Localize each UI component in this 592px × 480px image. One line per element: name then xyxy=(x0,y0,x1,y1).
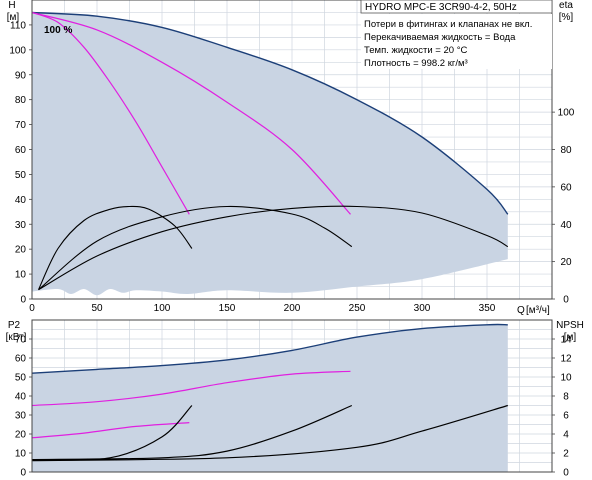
x-tick-label: 200 xyxy=(284,303,301,314)
y-tick-label: 70 xyxy=(15,335,27,346)
y-tick-label: 50 xyxy=(15,170,27,181)
y2-tick-label: 2 xyxy=(563,449,569,460)
y-axis-label-p2: P2 xyxy=(8,320,21,331)
y-tick-label: 60 xyxy=(15,145,27,156)
y2-axis-unit-eta: [%] xyxy=(559,12,574,23)
y2-tick-label: 8 xyxy=(563,392,569,403)
x-tick-label: 150 xyxy=(219,303,236,314)
notes-box xyxy=(361,14,552,69)
operating-range-area xyxy=(32,324,508,472)
y-tick-label: 110 xyxy=(10,20,26,31)
y-axis-unit-p2: [кВт] xyxy=(6,332,27,343)
y-tick-label: 20 xyxy=(15,245,27,256)
curve-label-100: 100 % xyxy=(44,25,72,36)
x-tick-label: 0 xyxy=(29,303,35,314)
x-tick-label: 100 xyxy=(154,303,171,314)
y-tick-label: 40 xyxy=(15,195,27,206)
y-tick-label: 90 xyxy=(15,70,27,81)
series xyxy=(31,11,509,462)
y-tick-label: 50 xyxy=(15,373,27,384)
y-tick-label: 30 xyxy=(15,411,27,422)
efficiency-curve xyxy=(38,205,193,290)
operating-range-fill xyxy=(32,12,508,472)
x-tick-label: 250 xyxy=(349,303,366,314)
head-curve xyxy=(31,11,190,215)
y2-tick-label: 40 xyxy=(560,220,572,231)
y-tick-label: 0 xyxy=(20,295,26,306)
y-axis-unit-h: [м] xyxy=(7,12,20,23)
y-tick-label: 20 xyxy=(15,430,27,441)
y2-tick-label: 4 xyxy=(563,430,569,441)
x-tick-label: 300 xyxy=(414,303,431,314)
npsh-curve xyxy=(31,404,353,461)
x-tick-label: 50 xyxy=(91,303,103,314)
y2-tick-label: 10 xyxy=(560,373,572,384)
y2-tick-label: 60 xyxy=(560,182,572,193)
note-temperature: Темп. жидкости = 20 °C xyxy=(364,45,467,56)
note-density: Плотность = 998.2 кг/м³ xyxy=(364,58,468,69)
x-axis-unit-q: [м³/ч] xyxy=(526,305,550,316)
y2-axis-unit-npsh: [м] xyxy=(564,332,577,343)
power-curve xyxy=(31,422,190,439)
y2-tick-label: 20 xyxy=(560,257,572,268)
y-tick-label: 10 xyxy=(15,449,27,460)
note-liquid: Перекачиваемая жидкость = Вода xyxy=(364,32,516,43)
range-upper-curve xyxy=(31,323,508,374)
head-curve xyxy=(31,11,351,215)
y2-tick-label: 100 xyxy=(558,108,575,119)
range-upper-curve xyxy=(31,11,509,215)
power-curve xyxy=(31,370,351,407)
y2-tick-label: 12 xyxy=(560,354,572,365)
y2-tick-label: 0 xyxy=(563,295,569,306)
y2-axis-label-eta: eta xyxy=(559,0,573,11)
title-box xyxy=(360,0,553,14)
x-tick-label: 350 xyxy=(479,303,496,314)
y-tick-label: 100 xyxy=(9,45,26,56)
y2-tick-label: 0 xyxy=(563,468,569,479)
note-fittings: Потери в фитингах и клапанах не вкл. xyxy=(364,19,532,30)
chart-title: HYDRO MPC-E 3CR90-4-2, 50Hz xyxy=(365,2,517,13)
y2-tick-label: 80 xyxy=(560,145,572,156)
y-tick-label: 70 xyxy=(15,120,27,131)
operating-range-area xyxy=(32,12,508,296)
y2-tick-label: 6 xyxy=(563,411,569,422)
x-axis-label-q: Q xyxy=(517,305,525,316)
efficiency-curve xyxy=(38,205,353,291)
y2-axis-label-npsh: NPSH xyxy=(556,320,584,331)
npsh-curve xyxy=(31,404,508,462)
y-tick-label: 30 xyxy=(15,220,27,231)
y-tick-label: 60 xyxy=(15,354,27,365)
y2-tick-label: 14 xyxy=(560,335,572,346)
y-tick-label: 80 xyxy=(15,95,27,106)
y-tick-label: 10 xyxy=(15,270,27,281)
y-axis-label-h: H xyxy=(8,0,15,11)
y-tick-label: 40 xyxy=(15,392,27,403)
efficiency-curve xyxy=(38,205,509,291)
y-tick-label: 0 xyxy=(20,468,26,479)
